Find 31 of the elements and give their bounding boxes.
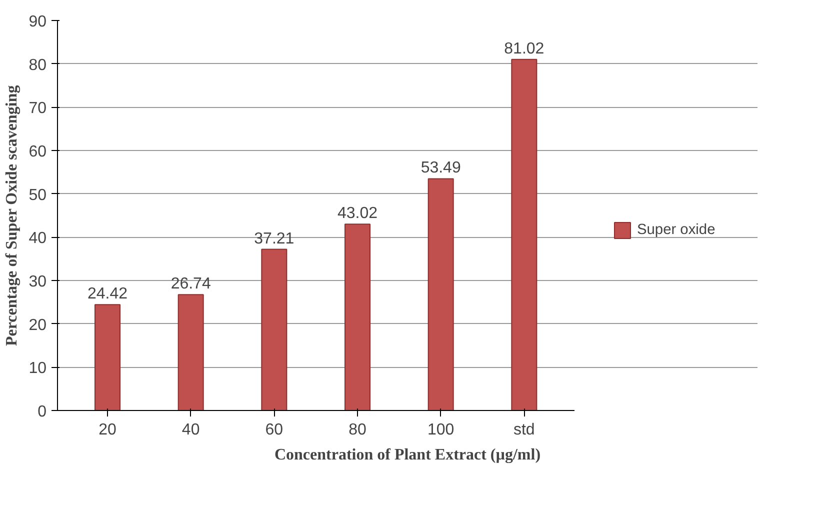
x-tick-label: 80 <box>348 422 366 438</box>
y-tick-label: 10 <box>28 360 47 378</box>
y-tick-label: 30 <box>28 274 47 290</box>
y-tick-label: 90 <box>28 14 47 30</box>
bar <box>261 248 288 410</box>
x-axis-title: Concentration of Plant Extract (µg/ml) <box>274 446 541 464</box>
y-tick-label: 80 <box>28 56 47 74</box>
y-tick-label: 0 <box>38 404 47 420</box>
bar <box>511 58 538 410</box>
x-tick-label: 40 <box>182 422 200 438</box>
data-label: 24.42 <box>87 286 128 303</box>
y-tick-label: 20 <box>28 316 47 334</box>
bar <box>94 304 120 410</box>
y-axis-title: Percentage of Super Oxide scavenging <box>4 85 21 346</box>
bar <box>178 294 204 410</box>
legend-label: Super oxide <box>637 222 716 238</box>
y-tick-label: 70 <box>28 100 47 118</box>
x-tick-label: 60 <box>265 422 284 438</box>
bar <box>344 224 370 410</box>
data-label: 53.49 <box>420 160 461 177</box>
x-tick-label: 100 <box>427 422 454 438</box>
data-label: 43.02 <box>337 205 378 222</box>
y-tick-label: 60 <box>28 144 47 160</box>
y-tick-label: 50 <box>28 186 47 204</box>
x-tick-label: 20 <box>98 422 116 438</box>
data-label: 37.21 <box>254 230 294 248</box>
x-tick-label: std <box>513 422 535 438</box>
bar <box>428 178 454 410</box>
y-tick-label: 40 <box>28 230 47 248</box>
data-label: 26.74 <box>170 276 211 293</box>
data-label: 81.02 <box>504 40 544 58</box>
